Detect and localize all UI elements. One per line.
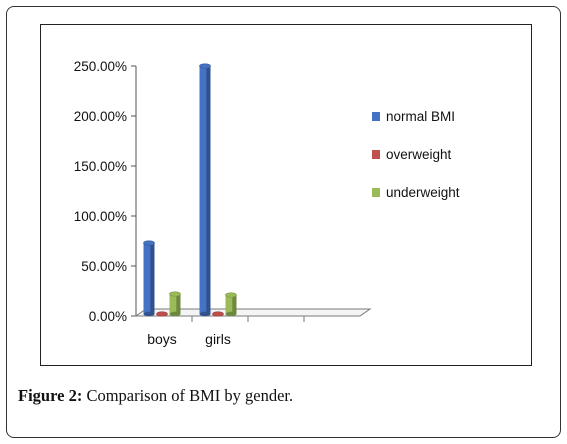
y-tick-label: 100.00% (74, 209, 127, 224)
bar-normal-BMI-girls (199, 63, 211, 317)
bar-underweight-boys (169, 291, 181, 317)
legend-item: normal BMI (372, 109, 455, 124)
legend-item: underweight (372, 185, 460, 200)
legend-label: normal BMI (386, 109, 455, 124)
caption-text: Comparison of BMI by gender. (82, 386, 294, 405)
bars-layer (143, 63, 237, 317)
y-tick-label: 250.00% (74, 59, 127, 74)
y-tick-label: 150.00% (74, 159, 127, 174)
bar-top (225, 292, 237, 298)
bar-base (225, 311, 237, 317)
bar-shade (176, 294, 181, 314)
x-category-label: boys (147, 331, 177, 347)
bar-body (199, 66, 211, 314)
x-category-label: girls (205, 331, 231, 347)
legend-item: overweight (372, 147, 452, 162)
bar-top (156, 311, 168, 317)
legend-swatch (372, 112, 380, 121)
bar-top (169, 291, 181, 297)
legend-label: underweight (386, 185, 460, 200)
bar-top (143, 240, 155, 246)
bar-base (169, 311, 181, 317)
figure-caption: Figure 2: Comparison of BMI by gender. (18, 386, 293, 406)
legend-swatch (372, 188, 380, 197)
bar-base (199, 311, 211, 317)
bar-shade (150, 243, 155, 314)
bar-base (143, 311, 155, 317)
chart-floor (134, 308, 372, 317)
bar-body (225, 295, 237, 314)
axis-layer: 0.00% 50.00% 100.00% 150.00% 200.00% 250.00% b… (74, 59, 372, 347)
bar-normal-BMI-boys (143, 240, 155, 317)
y-tick-label: 200.00% (74, 109, 127, 124)
bar-shade (232, 295, 237, 314)
bar-top (212, 311, 224, 317)
legend-swatch (372, 150, 380, 159)
bar-body (143, 243, 155, 314)
bar-overweight-boys (156, 311, 168, 317)
bar-shade (206, 66, 211, 314)
bar-body (169, 294, 181, 314)
legend-layer: normal BMI overweight underweight (372, 109, 460, 200)
bar-overweight-girls (212, 311, 224, 317)
y-tick-label: 50.00% (81, 259, 127, 274)
legend-label: overweight (386, 147, 452, 162)
bar-top (199, 63, 211, 69)
y-tick-label: 0.00% (89, 309, 127, 324)
caption-label: Figure 2: (18, 386, 83, 405)
bar-underweight-girls (225, 292, 237, 317)
